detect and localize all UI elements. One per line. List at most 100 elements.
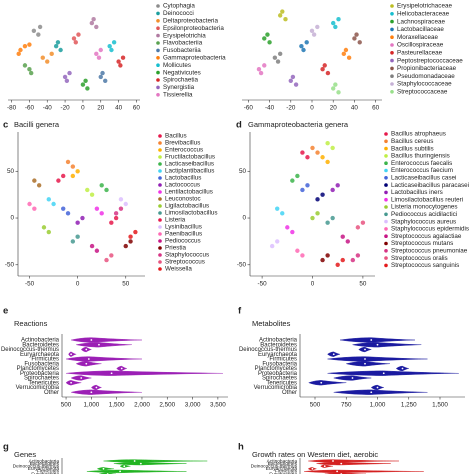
panel-title: Bacilli genera bbox=[14, 120, 60, 129]
legend-label: Bacillus bbox=[165, 133, 187, 140]
point bbox=[299, 43, 304, 49]
legend-label: Lentilactobacillus bbox=[165, 189, 213, 196]
point bbox=[123, 243, 128, 249]
category-label: Euryarchaeota bbox=[28, 466, 60, 472]
x-tick-label: 50 bbox=[359, 281, 367, 288]
x-tick-label: -20 bbox=[286, 105, 296, 112]
median-dot bbox=[370, 339, 373, 341]
point bbox=[61, 173, 66, 179]
x-tick-label: 1,250 bbox=[401, 402, 417, 409]
median-dot bbox=[332, 353, 335, 356]
legend-marker bbox=[158, 183, 162, 187]
legend-label: Streptococcaceae bbox=[397, 88, 448, 95]
x-tick-label: 20 bbox=[97, 105, 105, 112]
x-tick-label: 750 bbox=[341, 402, 352, 409]
category-label: Deinococcus-thermus bbox=[239, 347, 297, 353]
point bbox=[75, 220, 80, 225]
point bbox=[120, 55, 126, 60]
median-dot bbox=[95, 386, 98, 389]
legend-label: Bacillus cereus bbox=[391, 138, 433, 145]
median-dot bbox=[85, 348, 88, 351]
point bbox=[70, 239, 76, 244]
legend-marker bbox=[156, 56, 160, 60]
point bbox=[320, 257, 325, 263]
legend-marker bbox=[158, 148, 162, 152]
legend-label: Pasteurellaceae bbox=[397, 49, 443, 56]
legend-marker bbox=[158, 141, 162, 145]
point bbox=[315, 24, 320, 30]
point bbox=[83, 78, 88, 83]
violin bbox=[66, 370, 223, 376]
panel-label: d bbox=[236, 120, 242, 131]
x-tick-label: 1,500 bbox=[109, 402, 125, 409]
legend-marker bbox=[156, 93, 160, 97]
point bbox=[352, 36, 357, 41]
point bbox=[109, 47, 114, 53]
x-tick-label: -80 bbox=[7, 105, 17, 112]
point bbox=[333, 82, 338, 87]
legend-label: Lacticaseibacillus paracasei bbox=[391, 182, 469, 189]
legend-label: Streptococcus bbox=[165, 259, 205, 266]
category-label: Bacteroidetes bbox=[260, 342, 297, 348]
violin bbox=[113, 461, 187, 466]
legend-marker bbox=[390, 74, 394, 78]
legend-marker bbox=[156, 48, 160, 53]
median-dot bbox=[382, 372, 385, 375]
legend-label: Listeria bbox=[165, 217, 186, 224]
legend-label: Paenibacillus bbox=[165, 231, 202, 238]
legend-label: Fructilactobacillus bbox=[165, 154, 215, 161]
legend-marker bbox=[384, 183, 388, 187]
category-label: Verrucomicrobia bbox=[254, 385, 298, 391]
point bbox=[309, 28, 315, 33]
violin bbox=[308, 380, 347, 386]
category-label: Firmicutes bbox=[269, 357, 297, 363]
violin bbox=[71, 337, 142, 343]
point bbox=[28, 70, 34, 76]
median-dot bbox=[311, 467, 314, 470]
median-dot bbox=[119, 470, 121, 473]
legend-marker bbox=[158, 260, 162, 264]
legend-label: Lysinibacillus bbox=[165, 224, 202, 231]
median-dot bbox=[401, 367, 404, 370]
category-label: Tenericutes bbox=[266, 380, 297, 386]
panel-title: Metabolites bbox=[252, 319, 291, 328]
legend-marker bbox=[158, 239, 162, 243]
point bbox=[325, 70, 331, 76]
legend-marker bbox=[158, 225, 162, 229]
point bbox=[304, 40, 309, 45]
category-label: Tenericutes bbox=[28, 380, 59, 386]
median-dot bbox=[80, 377, 83, 379]
point bbox=[341, 51, 347, 57]
point bbox=[94, 248, 100, 253]
point bbox=[133, 229, 138, 235]
category-label: Other bbox=[282, 390, 297, 396]
legend-marker bbox=[390, 35, 394, 39]
x-tick-label: 0 bbox=[76, 281, 80, 288]
median-dot bbox=[364, 348, 366, 351]
point bbox=[65, 159, 71, 165]
legend-label: Lacticaseibacillus casei bbox=[391, 174, 456, 181]
point bbox=[75, 169, 80, 174]
point bbox=[262, 36, 267, 41]
panel-label: f bbox=[238, 306, 242, 317]
point bbox=[45, 59, 50, 64]
median-dot bbox=[123, 465, 126, 468]
legend-marker bbox=[390, 51, 394, 55]
legend-label: Pediococcus bbox=[165, 238, 201, 245]
legend-marker bbox=[158, 197, 162, 201]
violin bbox=[346, 361, 391, 367]
point bbox=[295, 173, 300, 179]
point bbox=[258, 70, 264, 76]
point bbox=[346, 55, 352, 60]
legend-marker bbox=[158, 211, 162, 215]
legend-label: Tissierellia bbox=[163, 91, 193, 98]
point bbox=[265, 32, 270, 37]
category-label: Planctomycetes bbox=[255, 366, 297, 372]
x-tick-label: 500 bbox=[61, 402, 72, 409]
legend-label: Weissella bbox=[165, 266, 192, 273]
legend-label: Streptococcus pneumoniae bbox=[391, 247, 468, 254]
point bbox=[111, 40, 117, 45]
category-label: Euryarchaeota bbox=[266, 466, 298, 472]
category-label: Firmicutes bbox=[31, 357, 59, 363]
x-tick-label: 40 bbox=[351, 105, 359, 112]
